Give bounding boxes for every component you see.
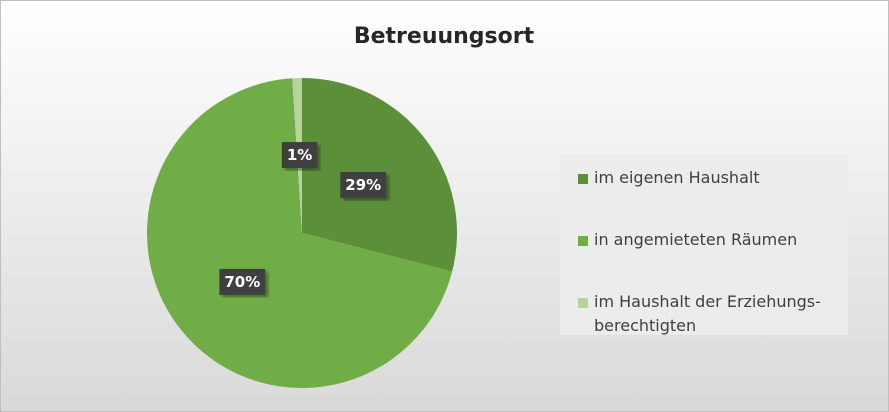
legend-item: in angemieteten Räumen xyxy=(578,228,834,252)
chart-title: Betreuungsort xyxy=(354,24,535,49)
data-label-box xyxy=(281,142,318,169)
data-label: 70% xyxy=(219,268,266,295)
legend-swatch xyxy=(578,236,588,246)
data-label: 1% xyxy=(281,142,318,169)
data-label: 29% xyxy=(340,171,387,198)
data-label-text: 1% xyxy=(287,146,312,164)
data-label-box xyxy=(219,268,266,295)
legend-swatch xyxy=(578,298,588,308)
legend-label: im eigenen Haushalt xyxy=(594,168,760,187)
legend-label: im Haushalt der Erziehungs-berechtigten xyxy=(594,292,821,335)
legend: im eigenen Haushalt in angemieteten Räume… xyxy=(560,155,848,335)
data-label-box xyxy=(340,171,387,198)
legend-swatch xyxy=(578,174,588,184)
legend-item: im eigenen Haushalt xyxy=(578,166,834,190)
data-label-text: 70% xyxy=(224,273,260,291)
legend-item: im Haushalt der Erziehungs-berechtigten xyxy=(578,290,834,338)
legend-label: in angemieteten Räumen xyxy=(594,230,798,249)
pie-slice xyxy=(146,78,453,389)
data-label-text: 29% xyxy=(345,176,381,194)
